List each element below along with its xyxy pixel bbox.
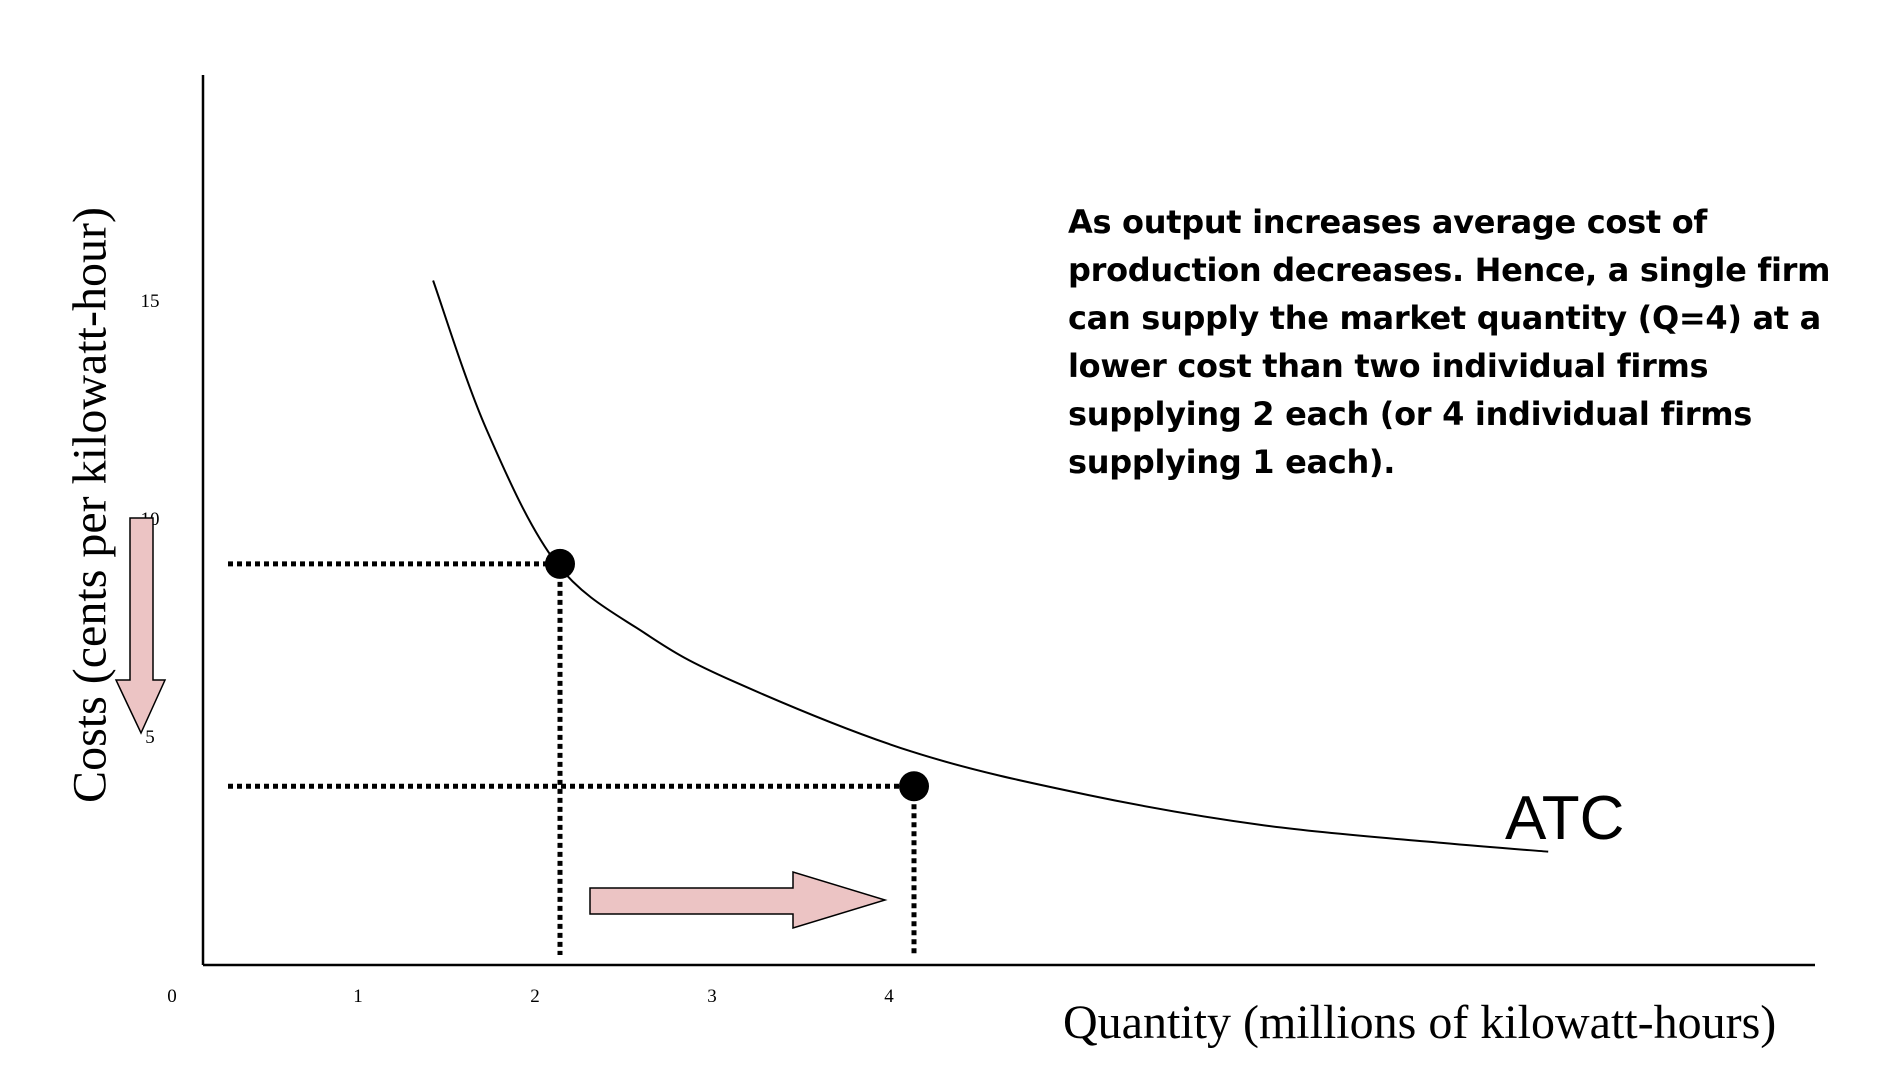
- axes: [201, 75, 1815, 967]
- atc-series-label: ATC: [1505, 784, 1625, 853]
- atc-curve: [432, 280, 1549, 853]
- x-axis-label: Quantity (millions of kilowatt-hours): [1063, 996, 1777, 1049]
- x-tick-label: 1: [353, 986, 363, 1007]
- y-tick-label: 15: [141, 291, 160, 312]
- y-tick-label: 5: [145, 727, 155, 748]
- x-tick-label: 2: [530, 986, 540, 1007]
- guide-lines: [228, 561, 917, 955]
- points: [545, 548, 929, 802]
- x-tick-label: 3: [707, 986, 717, 1007]
- atc-curve-group: [432, 280, 1549, 853]
- y-axis-label: Costs (cents per kilowatt-hour): [63, 207, 117, 803]
- down-arrow: [114, 517, 167, 735]
- x-tick-label: 4: [884, 986, 894, 1007]
- x-tick-label: 0: [167, 986, 177, 1007]
- point-marker: [899, 771, 929, 802]
- arrows: [114, 517, 888, 930]
- point-marker: [545, 548, 575, 579]
- annotation-note: As output increases average cost of prod…: [1068, 203, 1831, 481]
- right-arrow: [589, 870, 888, 930]
